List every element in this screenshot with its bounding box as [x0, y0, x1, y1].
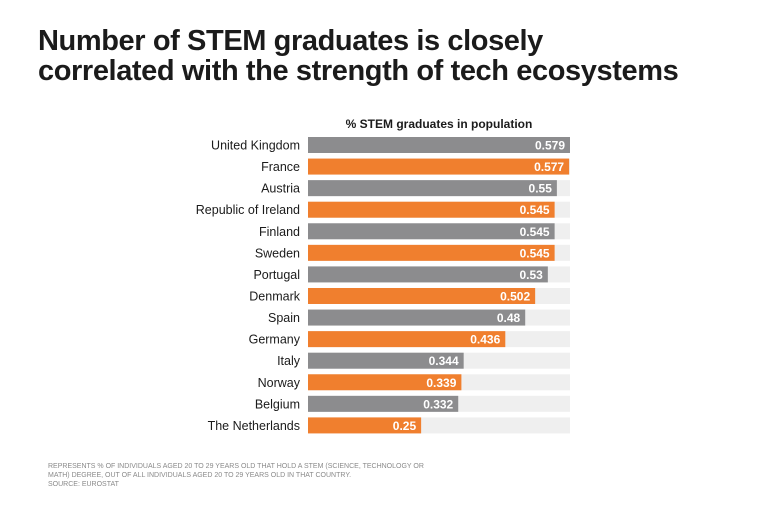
- value-label: 0.502: [500, 289, 530, 303]
- chart-header: % STEM graduates in population: [345, 117, 533, 131]
- category-label: Norway: [258, 376, 301, 390]
- bar: [308, 331, 506, 348]
- chart-title-line-1: Number of STEM graduates is closely: [38, 25, 543, 57]
- category-label: The Netherlands: [208, 419, 300, 433]
- category-label: Sweden: [255, 246, 300, 260]
- bar: [308, 374, 462, 391]
- bar: [308, 352, 464, 369]
- category-label: France: [261, 160, 300, 174]
- value-label: 0.545: [520, 203, 550, 217]
- bar: [308, 223, 555, 240]
- footnote-line-2: math) degree, out of all individuals age…: [48, 472, 352, 479]
- value-label: 0.53: [519, 268, 543, 282]
- value-label: 0.25: [393, 419, 417, 433]
- bar: [308, 266, 548, 283]
- bar-row: Italy 0.344: [277, 352, 570, 369]
- category-label: Portugal: [253, 268, 300, 282]
- value-label: 0.436: [470, 333, 500, 347]
- value-label: 0.545: [520, 246, 550, 260]
- bar-row: Republic of Ireland 0.545: [196, 201, 570, 218]
- value-label: 0.545: [520, 225, 550, 239]
- category-label: Germany: [249, 333, 301, 347]
- bar-row: The Netherlands 0.25: [208, 417, 570, 434]
- category-label: Spain: [268, 311, 300, 325]
- value-label: 0.577: [534, 160, 564, 174]
- bar-row: France 0.577: [261, 158, 570, 175]
- footnote: Represents % of individuals aged 20 to 2…: [48, 462, 468, 489]
- bar: [308, 137, 570, 153]
- bar-row: Spain 0.48: [268, 309, 570, 326]
- bar-row: Portugal 0.53: [253, 266, 570, 283]
- footnote-source: Source: Eurostat: [48, 481, 119, 488]
- bar: [308, 287, 536, 304]
- value-label: 0.332: [423, 397, 453, 411]
- value-label: 0.339: [426, 376, 456, 390]
- bar-row: Germany 0.436: [249, 331, 570, 348]
- bar-row: Finland 0.545: [259, 223, 570, 240]
- value-label: 0.344: [429, 354, 459, 368]
- value-label: 0.579: [535, 139, 565, 153]
- bar-row: Belgium 0.332: [255, 395, 570, 412]
- category-label: Finland: [259, 225, 300, 239]
- category-label: Denmark: [249, 289, 300, 303]
- category-label: Republic of Ireland: [196, 203, 300, 217]
- value-label: 0.55: [529, 182, 553, 196]
- footnote-line-1: Represents % of individuals aged 20 to 2…: [48, 463, 424, 470]
- category-label: Austria: [261, 182, 300, 196]
- chart-title: Number of STEM graduates is closely corr…: [38, 26, 748, 86]
- chart-title-line-2: correlated with the strength of tech eco…: [38, 55, 679, 87]
- bar: [308, 201, 555, 218]
- bar: [308, 309, 526, 326]
- bar-row: Austria 0.55: [261, 180, 570, 197]
- bar-row: Denmark 0.502: [249, 287, 570, 304]
- bar: [308, 244, 555, 261]
- category-label: Belgium: [255, 397, 300, 411]
- bar: [308, 417, 422, 434]
- bar-row: Sweden 0.545: [255, 244, 570, 261]
- bar-row: United Kingdom 0.579: [211, 137, 570, 153]
- bar: [308, 395, 459, 412]
- bar: [308, 180, 557, 197]
- value-label: 0.48: [497, 311, 521, 325]
- bar-row: Norway 0.339: [258, 374, 570, 391]
- bar: [308, 158, 570, 175]
- category-label: United Kingdom: [211, 139, 300, 153]
- category-label: Italy: [277, 354, 301, 368]
